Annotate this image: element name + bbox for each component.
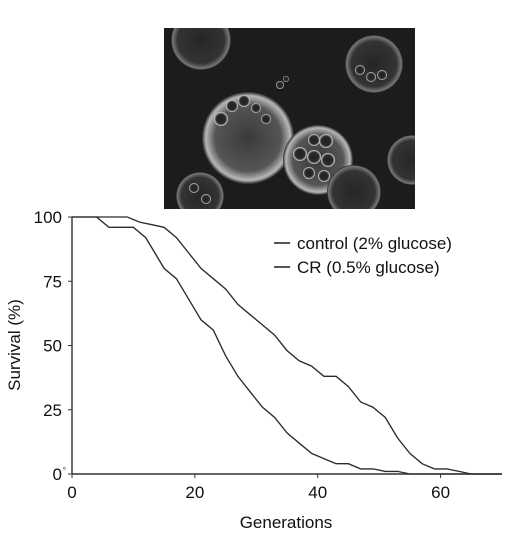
yeast-micrograph-image <box>164 28 415 209</box>
survival-chart: 0 20 40 60 0 25 50 75 100 ° control (2% glucose) C… <box>5 208 502 532</box>
legend-cr-label: CR (0.5% glucose) <box>297 258 440 277</box>
x-tick-label: 40 <box>308 483 327 502</box>
x-tick-label: 0 <box>67 483 76 502</box>
tick-labels: 0 20 40 60 0 25 50 75 100 ° <box>34 208 450 502</box>
series-lines <box>72 216 502 475</box>
y-tick-label: 75 <box>43 272 62 291</box>
x-tick-label: 20 <box>185 483 204 502</box>
x-tick-label: 60 <box>431 483 450 502</box>
y-axis-title: Survival (%) <box>5 299 24 391</box>
legend: control (2% glucose) CR (0.5% glucose) <box>274 234 452 277</box>
axes <box>71 217 502 475</box>
y-tick-label: 100 <box>34 208 62 227</box>
x-axis-title: Generations <box>240 513 333 532</box>
y-tick-label: 0 <box>53 465 62 484</box>
legend-control-label: control (2% glucose) <box>297 234 452 253</box>
control-series-line <box>72 216 502 475</box>
cr-series-line <box>72 216 502 475</box>
y-tick-label: 50 <box>43 337 62 356</box>
y-zero-marker: ° <box>63 466 66 475</box>
y-tick-label: 25 <box>43 401 62 420</box>
